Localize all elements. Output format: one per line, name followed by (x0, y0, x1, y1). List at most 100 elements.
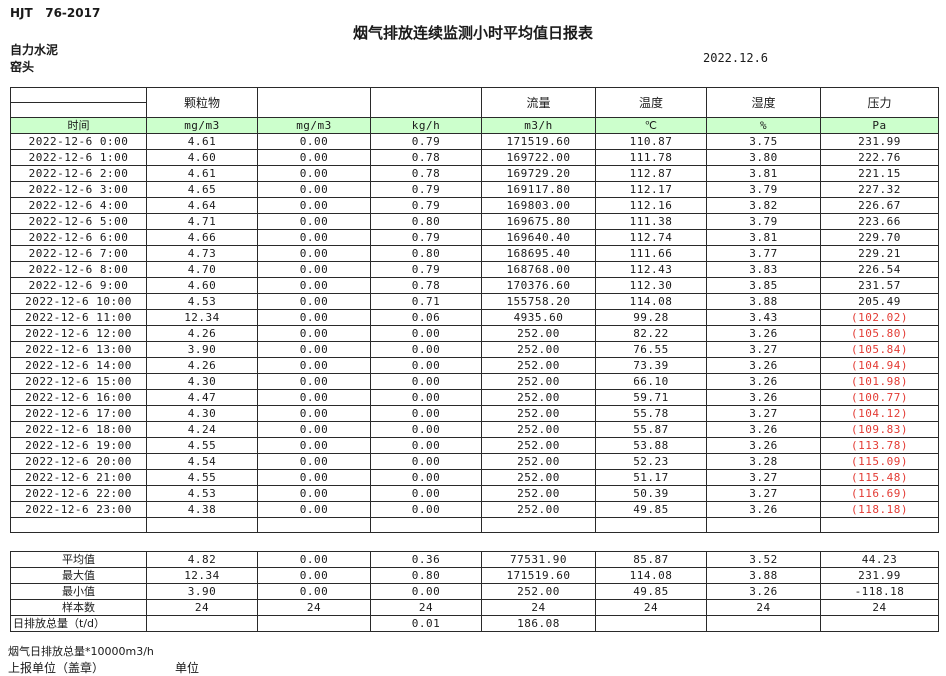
page-title: 烟气排放连续监测小时平均值日报表 (352, 24, 593, 42)
summary-value: 77531.90 (481, 551, 596, 568)
time-cell: 2022-12-6 11:00 (10, 309, 147, 326)
summary-value: 0.01 (370, 615, 482, 632)
table-row: 2022-12-6 6:00 4.66 0.00 0.79 169640.40 112.7… (10, 229, 939, 246)
value-cell: 3.26 (706, 421, 821, 438)
summary-value: 0.80 (370, 567, 482, 584)
value-cell: 53.88 (595, 437, 707, 454)
summary-value: 24 (595, 599, 707, 616)
summary-table: 平均值 4.82 0.00 0.36 77531.90 85.87 3.52 44.23 最大值… (10, 551, 939, 632)
summary-label: 最小值 (10, 583, 147, 600)
company-name: 自力水泥 (10, 43, 59, 57)
value-cell: 4.61 (146, 165, 258, 182)
table-row: 2022-12-6 19:00 4.55 0.00 0.00 252.00 53.88 3.… (10, 437, 939, 454)
value-cell: 111.38 (595, 213, 707, 230)
time-cell: 2022-12-6 23:00 (10, 501, 147, 518)
value-cell: 73.39 (595, 357, 707, 374)
value-cell: 3.81 (706, 165, 821, 182)
value-cell: 4.73 (146, 245, 258, 262)
summary-value: 24 (370, 599, 482, 616)
value-cell: 4.55 (146, 437, 258, 454)
value-cell: 252.00 (481, 485, 596, 502)
value-cell: 0.00 (257, 405, 371, 422)
time-cell: 2022-12-6 19:00 (10, 437, 147, 454)
pollutant-header: 湿度 (706, 87, 821, 118)
value-cell: 0.00 (257, 469, 371, 486)
table-row: 2022-12-6 0:00 4.61 0.00 0.79 171519.60 110.8… (10, 133, 939, 150)
summary-label: 日排放总量（t/d） (10, 615, 147, 632)
value-cell: 0.00 (370, 501, 482, 518)
value-cell: 112.30 (595, 277, 707, 294)
value-cell: 252.00 (481, 389, 596, 406)
value-cell: 4.26 (146, 325, 258, 342)
summary-row: 样本数 24 24 24 24 24 24 24 (10, 599, 939, 616)
value-cell: 4.38 (146, 501, 258, 518)
value-cell: 171519.60 (481, 133, 596, 150)
table-row: 2022-12-6 1:00 4.60 0.00 0.78 169722.00 111.7… (10, 149, 939, 166)
value-cell: 0.00 (370, 405, 482, 422)
summary-body: 平均值 4.82 0.00 0.36 77531.90 85.87 3.52 44.23 最大值… (10, 551, 939, 632)
summary-value: 0.00 (370, 583, 482, 600)
value-cell: 112.87 (595, 165, 707, 182)
value-cell: 155758.20 (481, 293, 596, 310)
summary-value (820, 615, 939, 632)
value-cell: 3.26 (706, 373, 821, 390)
value-cell: 4.53 (146, 293, 258, 310)
value-cell: 4.30 (146, 373, 258, 390)
value-cell: 168768.00 (481, 261, 596, 278)
report-date: 2022.12.6 (703, 51, 769, 65)
summary-value: -118.18 (820, 583, 939, 600)
table-row: 2022-12-6 13:00 3.90 0.00 0.00 252.00 76.55 3.… (10, 341, 939, 358)
summary-value (257, 615, 371, 632)
value-cell: 4.71 (146, 213, 258, 230)
summary-value: 171519.60 (481, 567, 596, 584)
unit-header: Pa (820, 117, 939, 134)
summary-label: 最大值 (10, 567, 147, 584)
summary-value: 24 (146, 599, 258, 616)
value-cell: 252.00 (481, 405, 596, 422)
time-header: 时间 (10, 117, 147, 134)
value-cell: 112.17 (595, 181, 707, 198)
value-cell: 99.28 (595, 309, 707, 326)
unit-header: mg/m3 (146, 117, 258, 134)
value-cell: 0.00 (257, 437, 371, 454)
table-row: 2022-12-6 10:00 4.53 0.00 0.71 155758.20 114.… (10, 293, 939, 310)
value-cell: 3.81 (706, 229, 821, 246)
summary-value: 24 (257, 599, 371, 616)
value-cell: 3.88 (706, 293, 821, 310)
value-cell: 76.55 (595, 341, 707, 358)
time-cell: 2022-12-6 6:00 (10, 229, 147, 246)
value-cell: 59.71 (595, 389, 707, 406)
corner-cell-bottom (10, 102, 147, 118)
table-row: 2022-12-6 17:00 4.30 0.00 0.00 252.00 55.78 3.… (10, 405, 939, 422)
value-cell: 223.66 (820, 213, 939, 230)
value-cell: 3.28 (706, 453, 821, 470)
summary-value: 24 (481, 599, 596, 616)
value-cell: 55.78 (595, 405, 707, 422)
value-cell: 0.00 (257, 293, 371, 310)
value-cell: 111.66 (595, 245, 707, 262)
unit-header: mg/m3 (257, 117, 371, 134)
value-cell: 4.65 (146, 181, 258, 198)
blank-header (257, 87, 371, 118)
value-cell: 0.00 (257, 181, 371, 198)
value-cell: 221.15 (820, 165, 939, 182)
value-cell: 170376.60 (481, 277, 596, 294)
value-cell: 3.83 (706, 261, 821, 278)
value-cell: 0.00 (370, 389, 482, 406)
value-cell: 0.00 (257, 309, 371, 326)
value-cell: 3.27 (706, 341, 821, 358)
value-cell: 0.78 (370, 165, 482, 182)
table-row: 2022-12-6 3:00 4.65 0.00 0.79 169117.80 112.1… (10, 181, 939, 198)
value-cell: 0.79 (370, 261, 482, 278)
value-cell: 4.70 (146, 261, 258, 278)
time-cell: 2022-12-6 18:00 (10, 421, 147, 438)
group-header-row: 颗粒物 流量 温度 湿度 压力 (10, 87, 939, 118)
value-cell: 0.00 (257, 501, 371, 518)
value-cell: 0.79 (370, 133, 482, 150)
summary-value: 0.00 (257, 551, 371, 568)
table-row: 2022-12-6 20:00 4.54 0.00 0.00 252.00 52.23 3.… (10, 453, 939, 470)
value-cell: (109.83) (820, 421, 939, 438)
blank-cell (10, 517, 147, 533)
value-cell: 55.87 (595, 421, 707, 438)
blank-cell (146, 517, 258, 533)
